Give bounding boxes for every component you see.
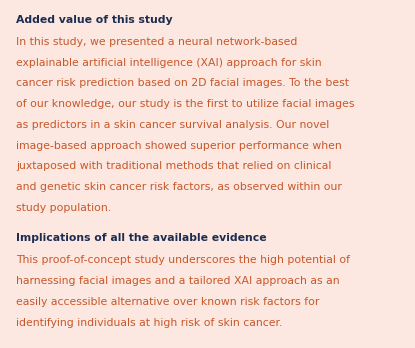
Text: Added value of this study: Added value of this study bbox=[16, 15, 172, 25]
Text: juxtaposed with traditional methods that relied on clinical: juxtaposed with traditional methods that… bbox=[16, 161, 331, 171]
Text: of our knowledge, our study is the first to utilize facial images: of our knowledge, our study is the first… bbox=[16, 99, 354, 109]
Text: as predictors in a skin cancer survival analysis. Our novel: as predictors in a skin cancer survival … bbox=[16, 120, 329, 130]
Text: easily accessible alternative over known risk factors for: easily accessible alternative over known… bbox=[16, 297, 319, 307]
Text: This proof-of-concept study underscores the high potential of: This proof-of-concept study underscores … bbox=[16, 255, 350, 266]
Text: In this study, we presented a neural network-based: In this study, we presented a neural net… bbox=[16, 37, 297, 47]
Text: image-based approach showed superior performance when: image-based approach showed superior per… bbox=[16, 141, 342, 150]
Text: cancer risk prediction based on 2D facial images. To the best: cancer risk prediction based on 2D facia… bbox=[16, 78, 349, 88]
Text: study population.: study population. bbox=[16, 203, 111, 213]
Text: Implications of all the available evidence: Implications of all the available eviden… bbox=[16, 233, 266, 243]
Text: and genetic skin cancer risk factors, as observed within our: and genetic skin cancer risk factors, as… bbox=[16, 182, 342, 192]
Text: identifying individuals at high risk of skin cancer.: identifying individuals at high risk of … bbox=[16, 318, 282, 327]
Text: harnessing facial images and a tailored XAI approach as an: harnessing facial images and a tailored … bbox=[16, 276, 339, 286]
Text: explainable artificial intelligence (XAI) approach for skin: explainable artificial intelligence (XAI… bbox=[16, 58, 321, 68]
